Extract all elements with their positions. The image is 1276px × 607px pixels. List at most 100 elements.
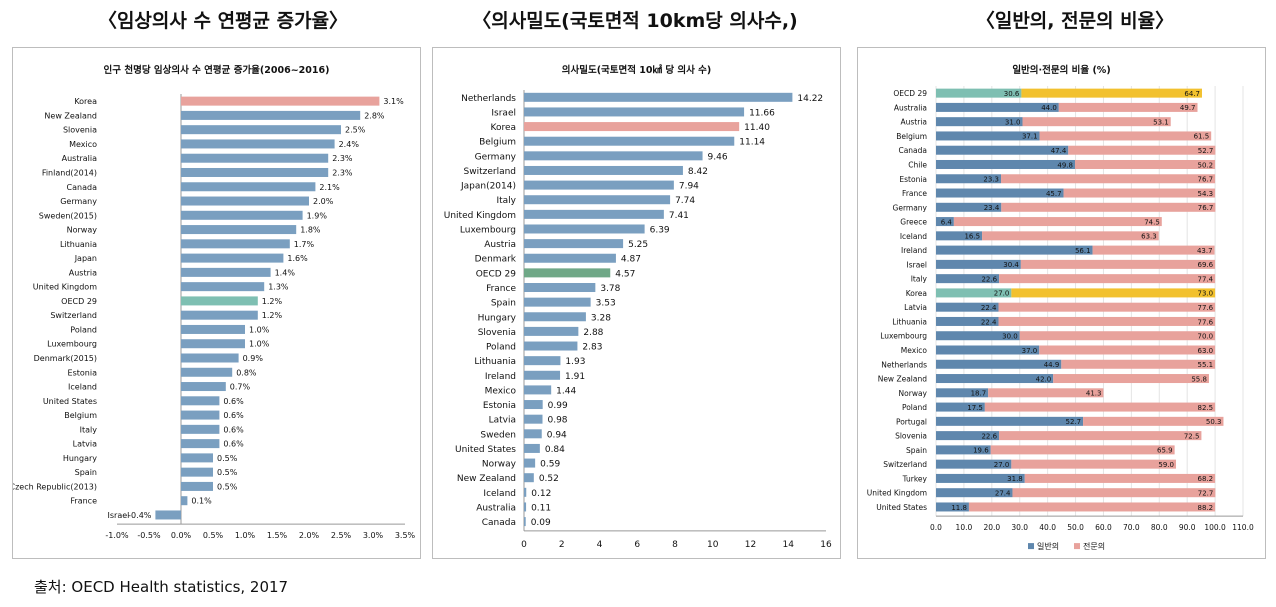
data-label-specialist: 88.2 — [1197, 504, 1213, 512]
bar-specialist — [984, 402, 1216, 412]
data-label: 0.84 — [545, 445, 565, 455]
category-label: Norway — [899, 389, 928, 398]
bar — [524, 209, 664, 219]
bar — [524, 136, 735, 146]
category-label: Luxembourg — [460, 225, 516, 235]
category-label: Spain — [906, 446, 927, 455]
heading-ratio: 〈일반의, 전문의 비율〉 — [975, 10, 1175, 32]
x-tick-label: 50.0 — [1067, 523, 1084, 532]
bar-general — [936, 231, 983, 241]
data-label: 3.1% — [383, 97, 404, 106]
data-label: 2.88 — [583, 328, 603, 338]
category-label: Germany — [475, 152, 517, 162]
bar-general — [936, 259, 1021, 269]
bar-specialist — [1019, 331, 1216, 341]
data-label-general: 56.1 — [1075, 247, 1091, 255]
data-label-specialist: 70.0 — [1197, 333, 1213, 341]
data-label-specialist: 61.5 — [1194, 133, 1210, 141]
bar — [181, 139, 335, 149]
category-label: Israel — [907, 260, 928, 269]
bar-general — [936, 316, 999, 326]
x-tick-label: -0.5% — [137, 531, 161, 540]
category-label: Slovenia — [478, 328, 516, 338]
data-label-general: 22.6 — [981, 432, 997, 440]
bar-specialist — [1074, 159, 1216, 169]
bar-general — [936, 188, 1064, 198]
category-label: Italy — [911, 275, 928, 284]
category-label: Japan(2014) — [460, 182, 516, 192]
data-label-specialist: 59.0 — [1158, 461, 1174, 469]
bar-specialist — [1011, 288, 1216, 298]
data-label: 0.9% — [243, 354, 264, 363]
category-label: Switzerland — [50, 311, 97, 320]
data-label-general: 27.0 — [994, 461, 1010, 469]
data-label: 4.57 — [615, 269, 635, 279]
bar-specialist — [1001, 174, 1216, 184]
data-label: 1.93 — [565, 357, 585, 367]
bar-general — [936, 288, 1012, 298]
category-label: Belgium — [896, 132, 927, 141]
bar-general — [936, 159, 1075, 169]
data-label: 3.53 — [596, 299, 616, 309]
data-label: 2.1% — [319, 183, 340, 192]
category-label: Canada — [898, 146, 927, 155]
bar — [181, 267, 271, 277]
x-tick-label: 0.0 — [930, 523, 942, 532]
data-label-specialist: 72.7 — [1198, 489, 1214, 497]
bar — [524, 195, 671, 205]
category-label: Mexico — [901, 346, 928, 355]
data-label: 1.0% — [249, 325, 270, 334]
bar-general — [936, 245, 1093, 255]
data-label: 2.3% — [332, 168, 353, 177]
bar-specialist — [1012, 488, 1216, 498]
category-label: Austria — [901, 118, 928, 127]
category-label: Germany — [60, 197, 97, 206]
data-label: 1.2% — [262, 311, 283, 320]
x-tick-label: 6 — [634, 540, 640, 550]
bar-general — [936, 416, 1084, 426]
data-label: 11.14 — [739, 138, 765, 148]
heading-density: 〈의사밀도(국토면적 10km당 의사수,) — [472, 10, 798, 32]
category-label: Iceland — [900, 232, 927, 241]
data-label: 1.9% — [307, 211, 328, 220]
bar — [181, 367, 233, 377]
category-label: United States — [876, 503, 927, 512]
data-label-general: 27.0 — [994, 290, 1010, 298]
bar — [181, 239, 290, 249]
data-label-general: 45.7 — [1046, 190, 1062, 198]
density-chart: Netherlands 14.22 Israel 11.66 Korea 11.40 Bel… — [444, 90, 832, 550]
bar-specialist — [1039, 345, 1216, 355]
category-label: Ireland — [485, 372, 516, 382]
category-label: OECD 29 — [476, 269, 517, 279]
category-label: United States — [43, 397, 97, 406]
bar — [524, 502, 527, 512]
data-label: 3.78 — [600, 284, 620, 294]
bar — [524, 356, 561, 366]
data-label-general: 30.0 — [1002, 333, 1018, 341]
bar — [524, 165, 683, 175]
category-label: Luxembourg — [880, 332, 927, 341]
category-label: Slovenia — [895, 432, 927, 441]
x-tick-label: 100.0 — [1204, 523, 1226, 532]
bar — [524, 341, 578, 351]
data-label-general: 47.4 — [1051, 147, 1067, 155]
data-label: 1.2% — [262, 297, 283, 306]
data-label: 2.3% — [332, 154, 353, 163]
bar-general — [936, 473, 1025, 483]
bar — [524, 268, 611, 278]
category-label: Israel — [108, 511, 130, 520]
data-label: 14.22 — [797, 94, 823, 104]
category-label: Lithuania — [474, 357, 516, 367]
data-label-specialist: 63.0 — [1197, 347, 1213, 355]
x-tick-label: 30.0 — [1011, 523, 1028, 532]
data-label-specialist: 50.3 — [1206, 418, 1222, 426]
heading-growth: 〈임상의사 수 연평균 증가율〉 — [97, 10, 349, 32]
category-label: New Zealand — [457, 474, 516, 484]
bar — [181, 424, 220, 434]
category-label: United Kingdom — [444, 211, 516, 221]
legend-swatch-specialist — [1074, 543, 1080, 550]
category-label: Luxembourg — [47, 340, 97, 349]
data-label: 1.3% — [268, 283, 289, 292]
bar — [181, 339, 245, 349]
data-label-specialist: 74.5 — [1144, 218, 1160, 226]
